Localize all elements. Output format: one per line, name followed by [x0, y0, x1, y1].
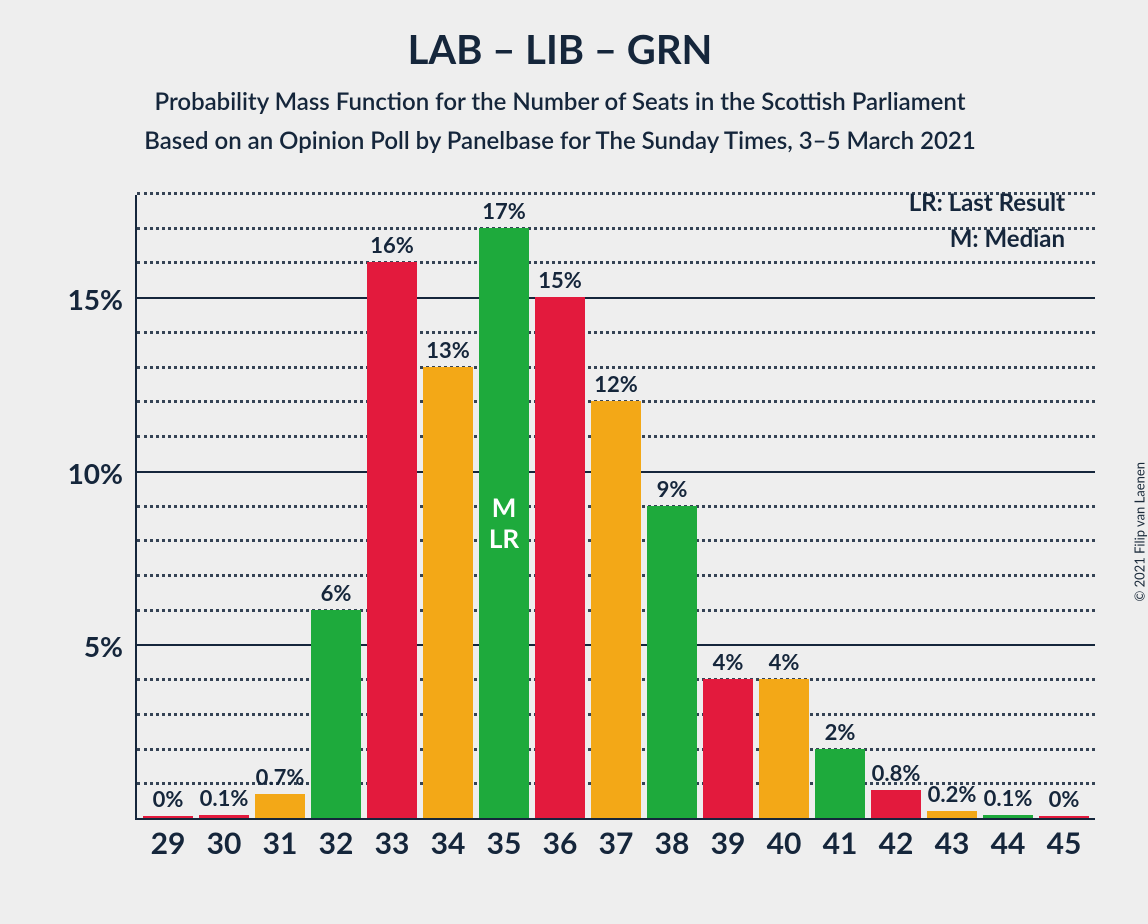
x-tick-label: 44	[983, 825, 1033, 861]
x-tick-label: 37	[591, 825, 641, 861]
x-tick-label: 31	[255, 825, 305, 861]
bar-slot: 0%	[1039, 195, 1089, 818]
bar-value-label: 0.8%	[872, 759, 921, 786]
bar-slot: 0.8%	[871, 195, 921, 818]
bar-value-label: 0.7%	[256, 763, 305, 790]
bar-slot: 9%	[647, 195, 697, 818]
x-tick-label: 30	[199, 825, 249, 861]
bar-slot: 4%	[759, 195, 809, 818]
x-tick-label: 35	[479, 825, 529, 861]
x-tick-label: 42	[871, 825, 921, 861]
x-tick-label: 40	[759, 825, 809, 861]
x-tick-label: 34	[423, 825, 473, 861]
bar-value-label: 2%	[825, 718, 856, 745]
bar-slot: 0.1%	[983, 195, 1033, 818]
bar-value-label: 4%	[769, 648, 800, 675]
chart-title: LAB – LIB – GRN	[40, 25, 1080, 73]
bar: 6%	[311, 610, 361, 818]
chart-subtitle-1: Probability Mass Function for the Number…	[40, 87, 1080, 116]
x-tick-label: 38	[647, 825, 697, 861]
x-tick-label: 45	[1039, 825, 1089, 861]
bar-value-label: 4%	[713, 648, 744, 675]
bar-slot: 13%	[423, 195, 473, 818]
bar: 4%	[759, 679, 809, 818]
bar: 0.1%	[199, 815, 249, 818]
bar-value-label: 15%	[538, 266, 582, 293]
bar-value-label: 12%	[594, 370, 638, 397]
bar-slot: 0.7%	[255, 195, 305, 818]
y-tick-label: 10%	[68, 456, 123, 490]
bar-slot: 6%	[311, 195, 361, 818]
y-tick-label: 5%	[84, 629, 123, 663]
bar-value-label: 9%	[657, 475, 688, 502]
bar-slot: 0.2%	[927, 195, 977, 818]
bar: 13%	[423, 367, 473, 818]
bar: 0.8%	[871, 790, 921, 818]
x-tick-label: 43	[927, 825, 977, 861]
bar: 16%	[367, 262, 417, 818]
bar: 0.7%	[255, 794, 305, 818]
x-tick-label: 36	[535, 825, 585, 861]
bar-slot: 0%	[143, 195, 193, 818]
x-tick-label: 29	[143, 825, 193, 861]
bar-slot: 16%	[367, 195, 417, 818]
bar: 0%	[143, 816, 193, 818]
bar-value-label: 0.2%	[928, 780, 977, 807]
bar-value-label: 16%	[370, 231, 414, 258]
bar-slot: 4%	[703, 195, 753, 818]
x-tick-label: 32	[311, 825, 361, 861]
chart-container: LAB – LIB – GRN Probability Mass Functio…	[0, 0, 1120, 924]
y-tick-label: 15%	[68, 282, 123, 316]
x-tick-label: 41	[815, 825, 865, 861]
bars-group: 0%0.1%0.7%6%16%13%17%MLR15%12%9%4%4%2%0.…	[137, 195, 1095, 818]
bar: 0.2%	[927, 811, 977, 818]
bar: 9%	[647, 506, 697, 819]
bar: 0%	[1039, 816, 1089, 818]
bar-value-label: 0%	[1049, 785, 1080, 812]
bar: 17%MLR	[479, 228, 529, 818]
bar-slot: 12%	[591, 195, 641, 818]
bar: 2%	[815, 749, 865, 818]
x-tick-labels: 2930313233343536373839404142434445	[137, 825, 1095, 861]
bar-slot: 2%	[815, 195, 865, 818]
bar: 15%	[535, 297, 585, 818]
chart-subtitle-2: Based on an Opinion Poll by Panelbase fo…	[40, 126, 1080, 155]
bar: 0.1%	[983, 815, 1033, 818]
bar: 4%	[703, 679, 753, 818]
bar-slot: 17% MLR	[479, 195, 529, 818]
bar-value-label: 0.1%	[984, 784, 1033, 811]
copyright-text: © 2021 Filip van Laenen	[1132, 462, 1148, 602]
bar-slot: 0.1%	[199, 195, 249, 818]
bar-value-label: 13%	[426, 336, 470, 363]
bar: 12%	[591, 401, 641, 818]
bar-value-label: 0.1%	[200, 784, 249, 811]
bar-value-label: 0%	[153, 785, 184, 812]
x-axis	[135, 818, 1095, 820]
plot-area: 5%10%15% 0%0.1%0.7%6%16%13%17%MLR15%12%9…	[135, 195, 1095, 820]
x-tick-label: 33	[367, 825, 417, 861]
bar-slot: 15%	[535, 195, 585, 818]
bar-value-label: 6%	[321, 579, 352, 606]
median-annotation: MLR	[489, 492, 519, 554]
bar-value-label: 17%	[482, 197, 526, 224]
x-tick-label: 39	[703, 825, 753, 861]
